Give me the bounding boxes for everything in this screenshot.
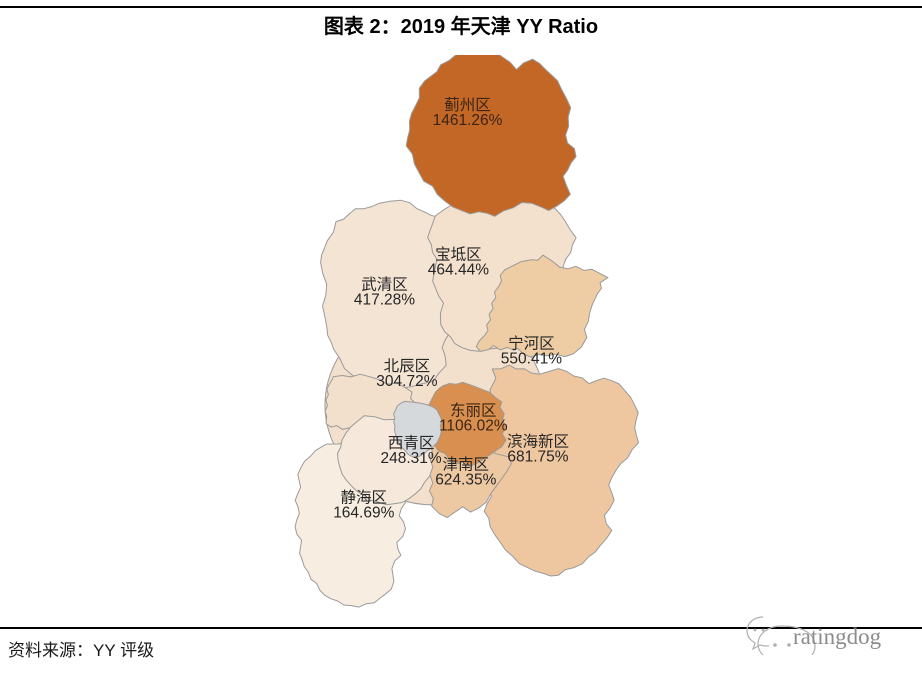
svg-text:464.44%: 464.44% <box>428 262 489 279</box>
svg-text:164.69%: 164.69% <box>333 505 394 522</box>
svg-text:624.35%: 624.35% <box>435 472 496 489</box>
svg-text:1461.26%: 1461.26% <box>433 112 503 129</box>
svg-text:248.31%: 248.31% <box>380 450 441 467</box>
svg-text:304.72%: 304.72% <box>376 373 437 390</box>
svg-text:1106.02%: 1106.02% <box>439 418 508 435</box>
svg-text:417.28%: 417.28% <box>354 292 415 309</box>
svg-text:550.41%: 550.41% <box>501 350 562 367</box>
svg-text:681.75%: 681.75% <box>507 448 568 465</box>
